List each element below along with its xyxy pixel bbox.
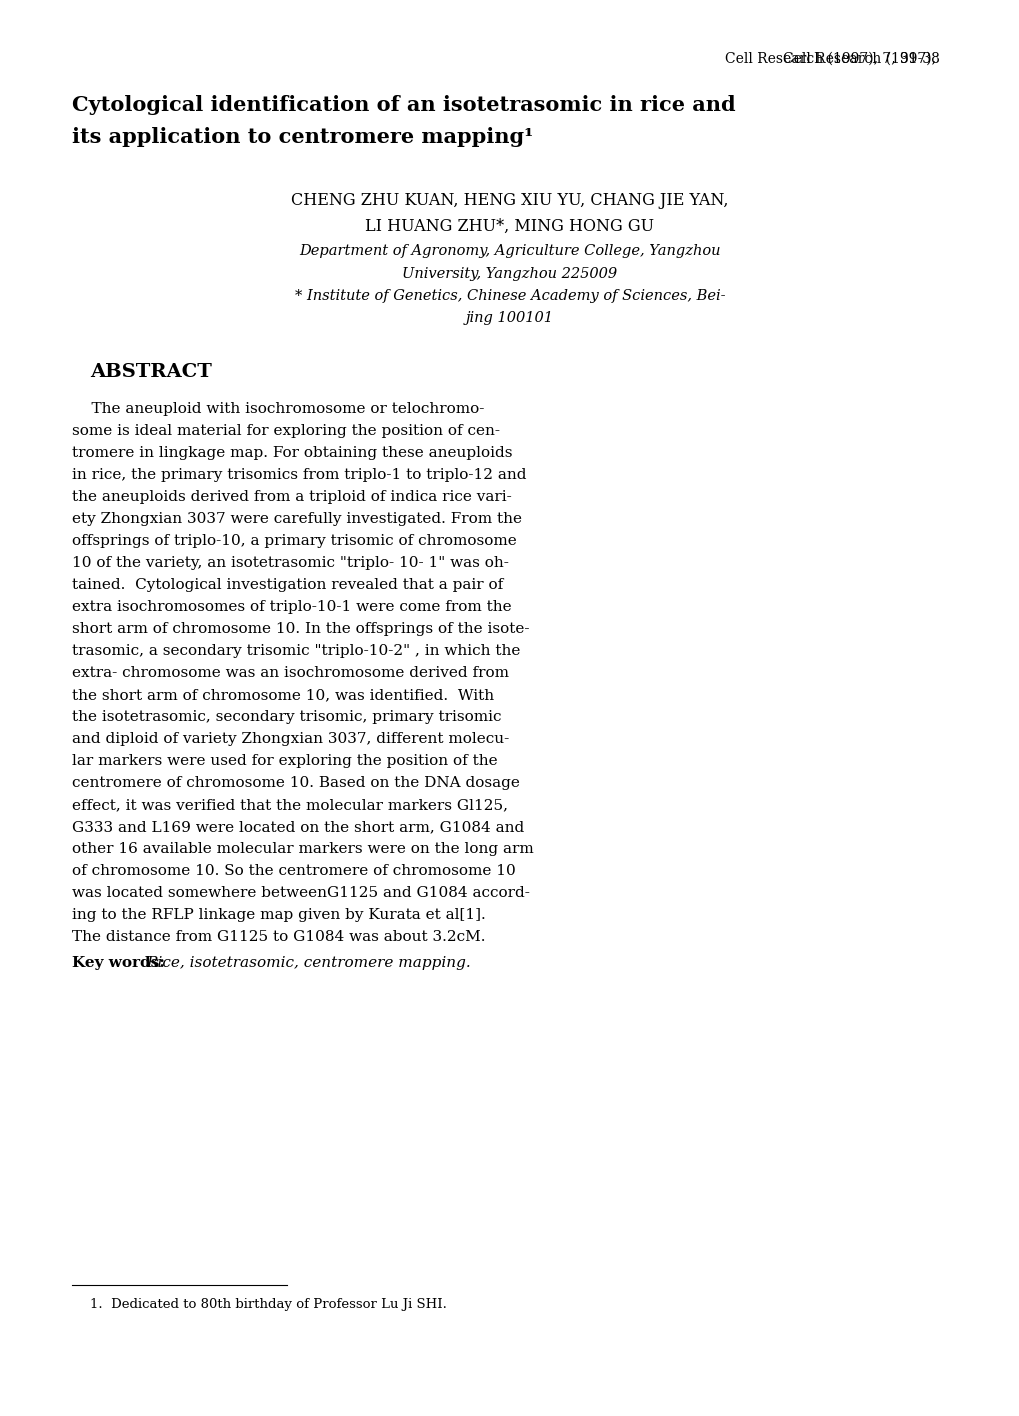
Text: the short arm of chromosome 10, was identified.  With: the short arm of chromosome 10, was iden…	[72, 688, 493, 702]
Text: extra- chromosome was an isochromosome derived from: extra- chromosome was an isochromosome d…	[72, 666, 508, 680]
Text: Cell Research (1997), 7, 31-38: Cell Research (1997), 7, 31-38	[725, 52, 940, 67]
Text: the isotetrasomic, secondary trisomic, primary trisomic: the isotetrasomic, secondary trisomic, p…	[72, 709, 501, 724]
Text: CHENG ZHU KUAN, HENG XIU YU, CHANG JIE YAN,: CHENG ZHU KUAN, HENG XIU YU, CHANG JIE Y…	[291, 193, 728, 210]
Text: ing to the RFLP linkage map given by Kurata et al[1].: ing to the RFLP linkage map given by Kur…	[72, 908, 485, 922]
Text: extra isochromosomes of triplo-10-1 were come from the: extra isochromosomes of triplo-10-1 were…	[72, 600, 512, 615]
Text: 10 of the variety, an isotetrasomic "triplo- 10- 1" was oh-: 10 of the variety, an isotetrasomic "tri…	[72, 556, 508, 571]
Text: Key words:: Key words:	[72, 956, 170, 970]
Text: was located somewhere betweenG1125 and G1084 accord-: was located somewhere betweenG1125 and G…	[72, 886, 529, 901]
Text: some is ideal material for exploring the position of cen-: some is ideal material for exploring the…	[72, 423, 499, 438]
Text: The distance from G1125 to G1084 was about 3.2cM.: The distance from G1125 to G1084 was abo…	[72, 930, 485, 944]
Text: effect, it was verified that the molecular markers Gl125,: effect, it was verified that the molecul…	[72, 799, 507, 811]
Text: tained.  Cytological investigation revealed that a pair of: tained. Cytological investigation reveal…	[72, 578, 502, 592]
Text: and diploid of variety Zhongxian 3037, different molecu-: and diploid of variety Zhongxian 3037, d…	[72, 732, 508, 746]
Text: short arm of chromosome 10. In the offsprings of the isote-: short arm of chromosome 10. In the offsp…	[72, 622, 529, 636]
Text: its application to centromere mapping¹: its application to centromere mapping¹	[72, 127, 533, 147]
Text: the aneuploids derived from a triploid of indica rice vari-: the aneuploids derived from a triploid o…	[72, 490, 512, 504]
Text: in rice, the primary trisomics from triplo-1 to triplo-12 and: in rice, the primary trisomics from trip…	[72, 469, 526, 481]
Text: of chromosome 10. So the centromere of chromosome 10: of chromosome 10. So the centromere of c…	[72, 864, 516, 878]
Text: Cytological identification of an isotetrasomic in rice and: Cytological identification of an isotetr…	[72, 95, 735, 115]
Text: Rice, isotetrasomic, centromere mapping.: Rice, isotetrasomic, centromere mapping.	[146, 956, 471, 970]
Text: trasomic, a secondary trisomic "triplo-10-2" , in which the: trasomic, a secondary trisomic "triplo-1…	[72, 644, 520, 658]
Text: tromere in lingkage map. For obtaining these aneuploids: tromere in lingkage map. For obtaining t…	[72, 446, 512, 460]
Text: Cell Research (1997),: Cell Research (1997),	[782, 52, 940, 67]
Text: ABSTRACT: ABSTRACT	[90, 362, 212, 381]
Text: The aneuploid with isochromosome or telochromo-: The aneuploid with isochromosome or telo…	[72, 402, 484, 416]
Text: offsprings of triplo-10, a primary trisomic of chromosome: offsprings of triplo-10, a primary triso…	[72, 534, 517, 548]
Text: University, Yangzhou 225009: University, Yangzhou 225009	[403, 268, 616, 280]
Text: Department of Agronomy, Agriculture College, Yangzhou: Department of Agronomy, Agriculture Coll…	[299, 244, 720, 258]
Text: * Institute of Genetics, Chinese Academy of Sciences, Bei-: * Institute of Genetics, Chinese Academy…	[294, 289, 725, 303]
Text: lar markers were used for exploring the position of the: lar markers were used for exploring the …	[72, 753, 497, 767]
Text: ety Zhongxian 3037 were carefully investigated. From the: ety Zhongxian 3037 were carefully invest…	[72, 513, 522, 525]
Text: G333 and L169 were located on the short arm, G1084 and: G333 and L169 were located on the short …	[72, 820, 524, 834]
Text: jing 100101: jing 100101	[466, 312, 553, 326]
Text: LI HUANG ZHU*, MING HONG GU: LI HUANG ZHU*, MING HONG GU	[365, 218, 654, 235]
Text: centromere of chromosome 10. Based on the DNA dosage: centromere of chromosome 10. Based on th…	[72, 776, 520, 790]
Text: other 16 available molecular markers were on the long arm: other 16 available molecular markers wer…	[72, 843, 533, 857]
Text: 1.  Dedicated to 80th birthday of Professor Lu Ji SHI.: 1. Dedicated to 80th birthday of Profess…	[90, 1298, 446, 1311]
